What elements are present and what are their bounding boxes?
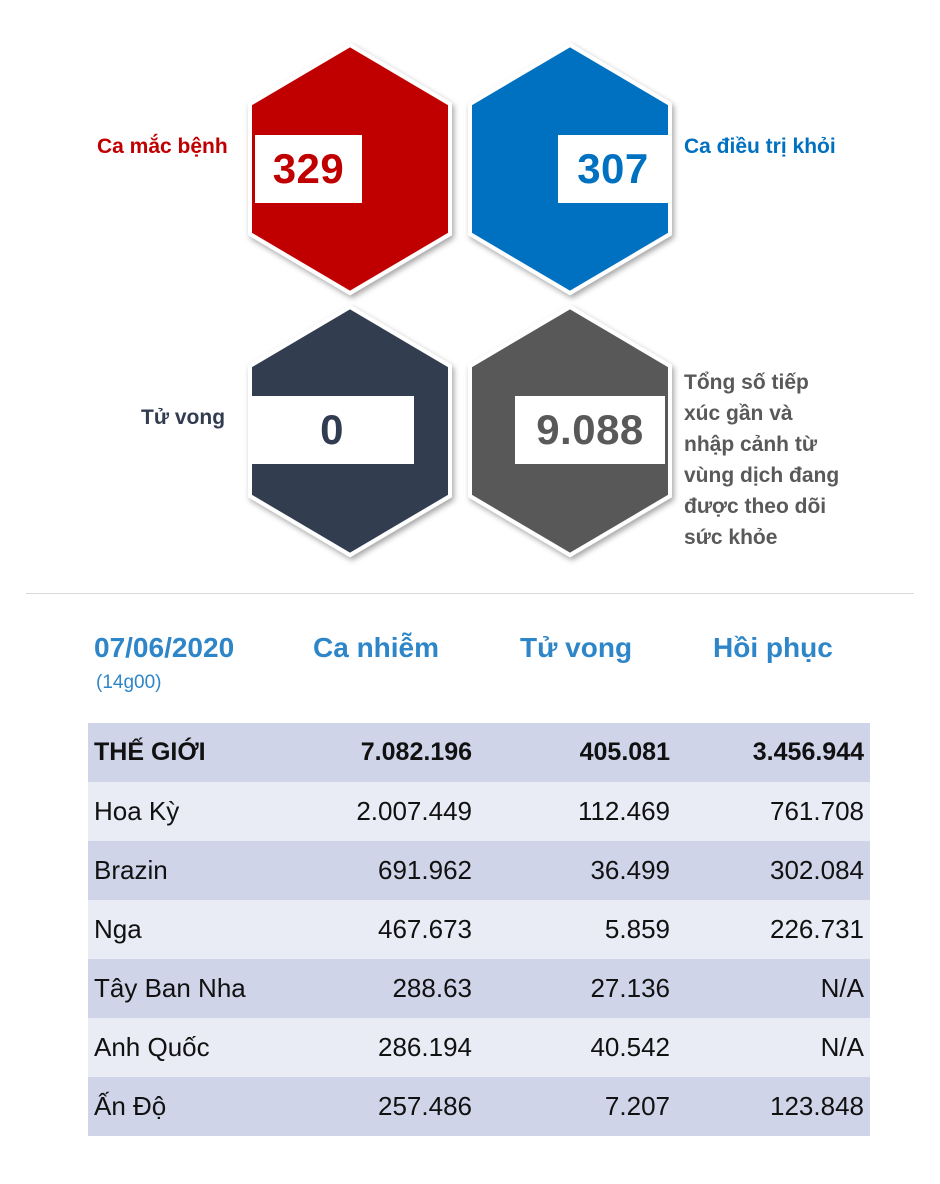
recovered-cell: 761.708 (676, 782, 870, 841)
table-time: (14g00) (96, 672, 162, 693)
deaths-cell: 5.859 (478, 900, 676, 959)
deaths-label: Tử vong (141, 406, 226, 429)
monitored-label-line: sức khỏe (684, 526, 778, 549)
world-stats-table: THẾ GIỚI 7.082.196 405.081 3.456.944 Hoa… (88, 723, 870, 1136)
country-name: Brazin (88, 841, 318, 900)
header-cases: Ca nhiễm (313, 632, 440, 663)
recovered-value: 307 (558, 135, 668, 203)
country-name: Anh Quốc (88, 1018, 318, 1077)
country-name: Tây Ban Nha (88, 959, 318, 1018)
monitored-label-line: xúc gần và (684, 402, 793, 425)
table-row: Ấn Độ 257.486 7.207 123.848 (88, 1077, 870, 1136)
table-row: Nga 467.673 5.859 226.731 (88, 900, 870, 959)
table-row: Hoa Kỳ 2.007.449 112.469 761.708 (88, 782, 870, 841)
monitored-label-line: được theo dõi (684, 495, 827, 518)
header-deaths: Tử vong (520, 632, 633, 663)
monitored-label-line: vùng dịch đang (684, 464, 840, 487)
cases-cell: 288.63 (318, 959, 478, 1018)
cases-cell: 7.082.196 (318, 723, 478, 782)
recovered-cell: 3.456.944 (676, 723, 870, 782)
stats-panel: 329 307 0 9.088 Ca mắc bệnh Ca điều trị … (0, 0, 940, 580)
table-date: 07/06/2020 (94, 632, 235, 663)
recovered-cell: 123.848 (676, 1077, 870, 1136)
cases-cell: 691.962 (318, 841, 478, 900)
country-name: Hoa Kỳ (88, 782, 318, 841)
country-name: THẾ GIỚI (88, 723, 318, 782)
recovered-cell: 226.731 (676, 900, 870, 959)
recovered-cell: 302.084 (676, 841, 870, 900)
table-row: Anh Quốc 286.194 40.542 N/A (88, 1018, 870, 1077)
deaths-cell: 112.469 (478, 782, 676, 841)
header-recovered: Hồi phục (713, 632, 833, 663)
table-row: Tây Ban Nha 288.63 27.136 N/A (88, 959, 870, 1018)
cases-cell: 286.194 (318, 1018, 478, 1077)
cases-cell: 2.007.449 (318, 782, 478, 841)
country-name: Nga (88, 900, 318, 959)
cases-cell: 467.673 (318, 900, 478, 959)
table-row: Brazin 691.962 36.499 302.084 (88, 841, 870, 900)
monitored-label-line: nhập cảnh từ (684, 433, 818, 456)
recovered-label: Ca điều trị khỏi (684, 135, 836, 158)
deaths-cell: 405.081 (478, 723, 676, 782)
cases-cell: 257.486 (318, 1077, 478, 1136)
table-row: THẾ GIỚI 7.082.196 405.081 3.456.944 (88, 723, 870, 782)
deaths-cell: 36.499 (478, 841, 676, 900)
deaths-cell: 40.542 (478, 1018, 676, 1077)
monitored-value: 9.088 (515, 396, 665, 464)
monitored-label: Tổng số tiếp xúc gần và nhập cảnh từ vùn… (684, 367, 884, 553)
section-divider (26, 593, 914, 594)
deaths-cell: 27.136 (478, 959, 676, 1018)
recovered-cell: N/A (676, 1018, 870, 1077)
recovered-cell: N/A (676, 959, 870, 1018)
monitored-label-line: Tổng số tiếp (684, 371, 809, 394)
cases-value: 329 (255, 135, 362, 203)
deaths-value: 0 (250, 396, 414, 464)
deaths-cell: 7.207 (478, 1077, 676, 1136)
country-name: Ấn Độ (88, 1077, 318, 1136)
cases-label: Ca mắc bệnh (97, 135, 228, 158)
